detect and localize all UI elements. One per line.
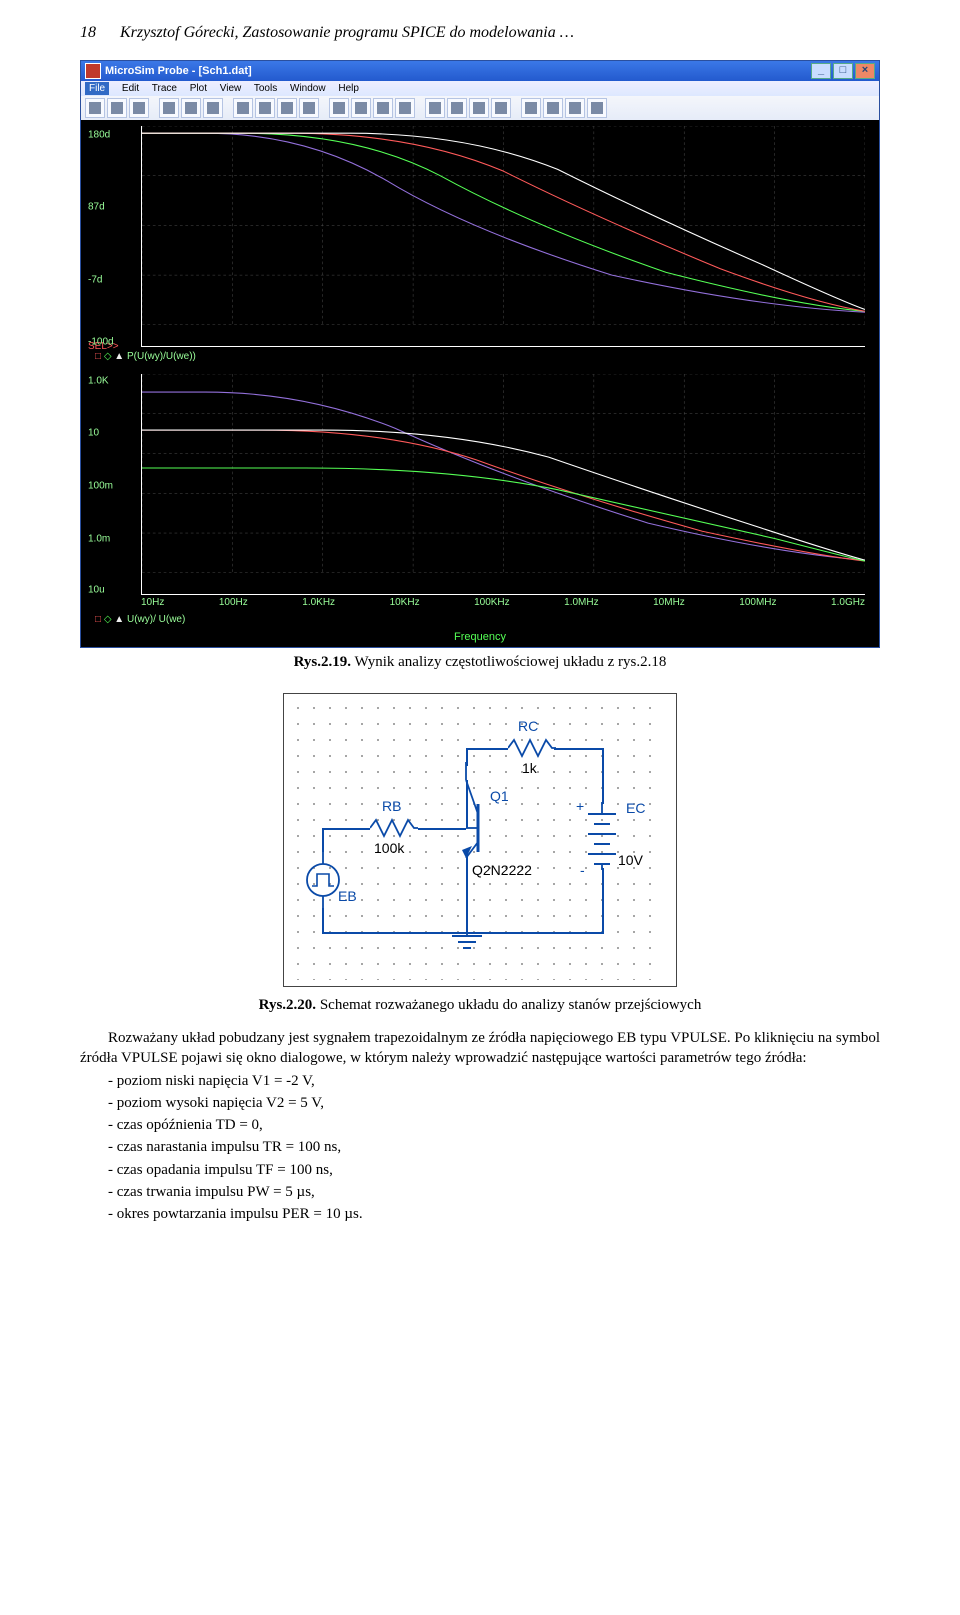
toolbar-button[interactable] — [129, 98, 149, 118]
x-tick: 100KHz — [474, 597, 510, 608]
label-rb: RB — [382, 798, 401, 814]
ec-plus: + — [576, 798, 584, 814]
toolbar-button[interactable] — [107, 98, 127, 118]
list-item: - poziom niski napięcia V1 = -2 V, — [80, 1071, 880, 1091]
title-bar[interactable]: MicroSim Probe - [Sch1.dat] _ □ × — [81, 61, 879, 81]
label-q1: Q1 — [490, 788, 509, 804]
y-tick: 100m — [88, 481, 113, 492]
value-rb: 100k — [374, 840, 404, 856]
trace2-label: U(wy)/ U(we) — [127, 614, 185, 625]
phase-plot[interactable]: SEL>> 180d87d-7d-100d — [141, 126, 865, 347]
x-tick: 100Hz — [219, 597, 248, 608]
y-tick: 87d — [88, 202, 105, 213]
vpulse-eb-icon — [306, 850, 340, 910]
x-axis-ticks: 10Hz 100Hz 1.0KHz 10KHz 100KHz 1.0MHz 10MHz 100… — [141, 597, 865, 608]
body-text: Rozważany układ pobudzany jest sygnałem … — [80, 1028, 880, 1224]
resistor-rc-icon — [508, 738, 556, 758]
toolbar-button[interactable] — [351, 98, 371, 118]
marker-icon: ◇ — [104, 351, 114, 362]
ground-icon — [450, 932, 484, 952]
toolbar[interactable] — [81, 96, 879, 120]
toolbar-button[interactable] — [255, 98, 275, 118]
x-tick: 1.0GHz — [831, 597, 865, 608]
menu-view[interactable]: View — [220, 83, 242, 94]
menu-file[interactable]: File — [85, 82, 109, 95]
toolbar-button[interactable] — [565, 98, 585, 118]
list-item: - poziom wysoki napięcia V2 = 5 V, — [80, 1093, 880, 1113]
marker-icon: ▲ — [114, 614, 127, 625]
y-tick: 180d — [88, 129, 110, 140]
toolbar-button[interactable] — [521, 98, 541, 118]
value-ec: 10V — [618, 852, 643, 868]
menu-bar[interactable]: File Edit Trace Plot View Tools Window H… — [81, 81, 879, 96]
toolbar-button[interactable] — [233, 98, 253, 118]
app-icon — [85, 63, 101, 79]
toolbar-button[interactable] — [277, 98, 297, 118]
running-head: Krzysztof Górecki, Zastosowanie programu… — [120, 24, 880, 42]
list-item: - czas opadania impulsu TF = 100 ns, — [80, 1160, 880, 1180]
list-item: - czas narastania impulsu TR = 100 ns, — [80, 1137, 880, 1157]
x-tick: 10Hz — [141, 597, 164, 608]
value-q-model: Q2N2222 — [472, 862, 532, 878]
y-tick: -7d — [88, 275, 102, 286]
toolbar-button[interactable] — [329, 98, 349, 118]
label-ec: EC — [626, 800, 645, 816]
label-rc: RC — [518, 718, 538, 734]
toolbar-button[interactable] — [85, 98, 105, 118]
list-item: - czas opóźnienia TD = 0, — [80, 1115, 880, 1135]
menu-trace[interactable]: Trace — [152, 83, 177, 94]
trace1-label: P(U(wy)/U(we)) — [127, 351, 196, 362]
minimize-button[interactable]: _ — [811, 63, 831, 79]
magnitude-plot[interactable]: 1.0K10100m1.0m10u — [141, 374, 865, 595]
toolbar-button[interactable] — [491, 98, 511, 118]
x-tick: 1.0MHz — [564, 597, 598, 608]
menu-tools[interactable]: Tools — [254, 83, 277, 94]
toolbar-button[interactable] — [181, 98, 201, 118]
page-number: 18 — [80, 24, 120, 42]
y-tick: 1.0K — [88, 375, 109, 386]
figure-caption-2: Rys.2.20. Schemat rozważanego układu do … — [80, 997, 880, 1014]
x-tick: 10MHz — [653, 597, 685, 608]
resistor-rb-icon — [370, 818, 418, 838]
menu-plot[interactable]: Plot — [190, 83, 207, 94]
list-item: - okres powtarzania impulsu PER = 10 µs. — [80, 1204, 880, 1224]
y-tick: -100d — [88, 336, 114, 347]
toolbar-button[interactable] — [543, 98, 563, 118]
x-tick: 100MHz — [739, 597, 776, 608]
menu-window[interactable]: Window — [290, 83, 326, 94]
toolbar-button[interactable] — [447, 98, 467, 118]
x-tick: 10KHz — [390, 597, 420, 608]
maximize-button[interactable]: □ — [833, 63, 853, 79]
x-axis-label: Frequency — [81, 631, 879, 647]
probe-window: MicroSim Probe - [Sch1.dat] _ □ × File E… — [80, 60, 880, 648]
y-tick: 10u — [88, 584, 105, 595]
menu-help[interactable]: Help — [338, 83, 359, 94]
marker-icon: ▲ — [114, 351, 127, 362]
toolbar-button[interactable] — [587, 98, 607, 118]
label-eb: EB — [338, 888, 357, 904]
battery-ec-icon — [584, 802, 620, 870]
figure-caption-1: Rys.2.19. Wynik analizy częstotliwościow… — [80, 654, 880, 671]
toolbar-button[interactable] — [299, 98, 319, 118]
toolbar-button[interactable] — [395, 98, 415, 118]
menu-edit[interactable]: Edit — [122, 83, 139, 94]
marker-icon: □ — [95, 351, 104, 362]
window-title: MicroSim Probe - [Sch1.dat] — [105, 65, 252, 77]
x-tick: 1.0KHz — [302, 597, 335, 608]
marker-icon: ◇ — [104, 614, 114, 625]
transistor-icon — [458, 762, 506, 858]
toolbar-button[interactable] — [373, 98, 393, 118]
toolbar-button[interactable] — [469, 98, 489, 118]
list-item: - czas trwania impulsu PW = 5 µs, — [80, 1182, 880, 1202]
toolbar-button[interactable] — [159, 98, 179, 118]
close-button[interactable]: × — [855, 63, 875, 79]
toolbar-button[interactable] — [425, 98, 445, 118]
value-rc: 1k — [522, 760, 537, 776]
y-tick: 10 — [88, 428, 99, 439]
marker-icon: □ — [95, 614, 104, 625]
toolbar-button[interactable] — [203, 98, 223, 118]
schematic-figure: RB 100k RC 1k Q1 Q2N2222 — [283, 693, 677, 987]
y-tick: 1.0m — [88, 534, 110, 545]
ec-minus: - — [580, 862, 585, 878]
